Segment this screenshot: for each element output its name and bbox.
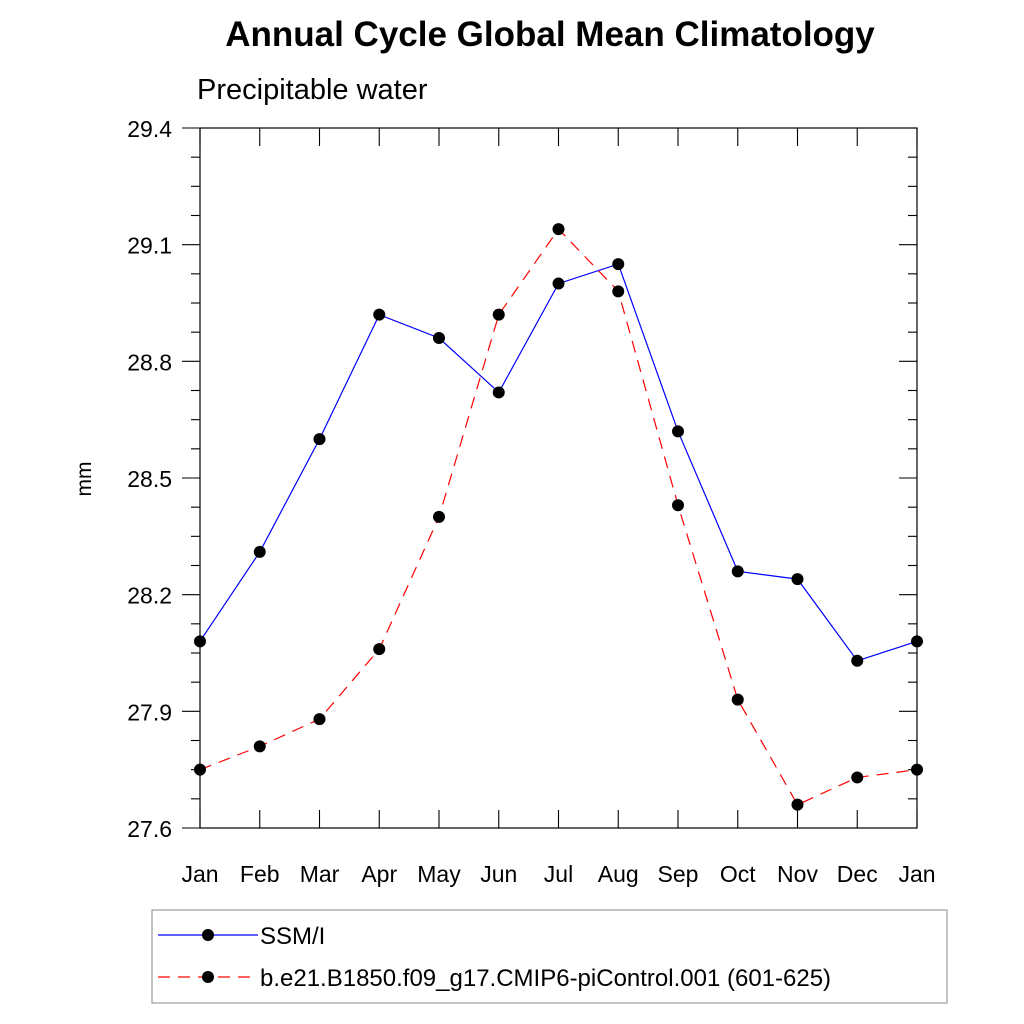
- data-point-series-0: [791, 573, 804, 586]
- data-point-series-0: [672, 425, 684, 438]
- y-tick-label: 29.4: [127, 116, 172, 142]
- x-tick-labels: Jan Feb Mar Apr May Jun Jul Aug Sep Oct Nov Dec Jan: [181, 861, 935, 887]
- x-tick-label: Jun: [480, 861, 517, 887]
- x-tick-label: Aug: [598, 861, 639, 887]
- x-tick-label: Sep: [658, 861, 699, 887]
- x-tick-label: Nov: [777, 861, 818, 887]
- data-point-series-1: [194, 763, 206, 776]
- data-point-series-0: [373, 308, 386, 321]
- chart-title: Annual Cycle Global Mean Climatology: [225, 15, 875, 54]
- data-point-series-0: [612, 258, 625, 271]
- series-points: [194, 223, 923, 811]
- data-point-series-1: [791, 798, 804, 811]
- y-tick-label: 29.1: [127, 233, 172, 259]
- y-tick-label: 27.9: [127, 699, 172, 725]
- data-point-series-1: [851, 771, 864, 784]
- x-tick-label: Jan: [181, 861, 218, 887]
- x-tick-label: Dec: [837, 861, 878, 887]
- x-tick-label: Jul: [544, 861, 573, 887]
- y-tick-label: 28.8: [127, 349, 172, 375]
- data-point-series-1: [373, 643, 386, 656]
- x-tick-label: Jan: [898, 861, 935, 887]
- legend-marker-ssmi: [202, 929, 214, 941]
- data-point-series-0: [194, 635, 206, 648]
- data-point-series-1: [253, 740, 266, 753]
- data-point-series-0: [851, 654, 864, 667]
- data-point-series-0: [552, 277, 565, 290]
- data-point-series-1: [313, 713, 326, 726]
- data-point-series-1: [731, 693, 744, 706]
- y-tick-label: 27.6: [127, 816, 172, 842]
- y-tick-label: 28.5: [127, 466, 172, 492]
- data-point-series-1: [672, 499, 684, 512]
- data-point-series-1: [911, 763, 923, 776]
- legend-box: [151, 909, 948, 1004]
- legend-marker-model: [202, 971, 214, 983]
- series-line-1: [199, 228, 918, 806]
- x-tick-label: Feb: [240, 861, 280, 887]
- x-tick-label: Mar: [300, 861, 340, 887]
- series-line-0: [199, 263, 918, 662]
- data-point-series-0: [731, 565, 744, 578]
- data-point-series-0: [433, 332, 445, 344]
- series-lines: [199, 228, 918, 806]
- data-point-series-0: [911, 635, 923, 648]
- legend: SSM/I b.e21.B1850.f09_g17.CMIP6-piContro…: [151, 909, 948, 1004]
- x-tick-label: Apr: [361, 861, 397, 887]
- data-point-series-0: [253, 545, 266, 558]
- x-tick-label: May: [417, 861, 461, 887]
- data-point-series-0: [313, 433, 326, 446]
- x-tick-label: Oct: [720, 861, 756, 887]
- y-tick-labels: 27.6 27.9 28.2 28.5 28.8 29.1 29.4: [127, 116, 172, 842]
- chart-subtitle: Precipitable water: [197, 74, 428, 106]
- data-point-series-1: [492, 308, 505, 321]
- axis-ticks: [182, 127, 918, 829]
- y-tick-label: 28.2: [127, 583, 172, 609]
- data-point-series-0: [492, 386, 505, 399]
- y-axis-label: mm: [73, 462, 96, 497]
- legend-label-ssmi: SSM/I: [260, 923, 325, 950]
- data-point-series-1: [612, 285, 625, 298]
- data-point-series-1: [552, 223, 565, 236]
- data-point-series-1: [433, 510, 445, 523]
- legend-label-model: b.e21.B1850.f09_g17.CMIP6-piControl.001 …: [260, 965, 831, 992]
